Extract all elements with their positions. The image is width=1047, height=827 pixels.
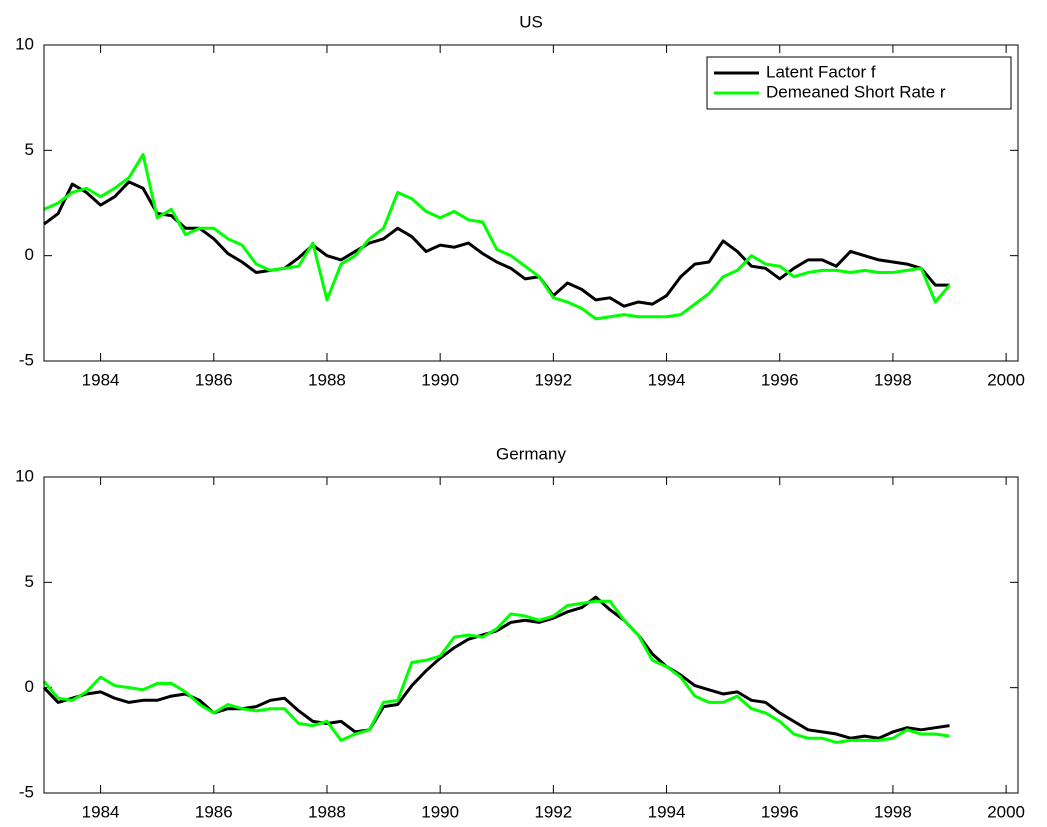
data-line — [42, 595, 950, 740]
y-tick-label: 0 — [25, 677, 34, 696]
x-tick-label: 2000 — [987, 802, 1025, 821]
chart-title: US — [519, 12, 543, 31]
axes-frame — [43, 44, 1019, 362]
x-tick-label: 1986 — [195, 802, 233, 821]
axes-frame — [43, 476, 1019, 794]
x-tick-label: 1990 — [421, 370, 459, 389]
y-tick-label: -5 — [19, 782, 34, 801]
y-tick-label: 0 — [25, 245, 34, 264]
plot-area — [44, 477, 1018, 793]
x-tick-label: 1992 — [534, 802, 572, 821]
x-tick-label: 1994 — [648, 802, 686, 821]
x-tick-label: 1996 — [761, 802, 799, 821]
x-tick-label: 1996 — [761, 370, 799, 389]
y-tick-label: 10 — [15, 466, 34, 485]
x-tick-label: 1986 — [195, 370, 233, 389]
x-tick-label: 1988 — [308, 370, 346, 389]
legend-box — [706, 56, 1012, 110]
x-tick-label: 1990 — [421, 802, 459, 821]
x-tick-label: 1984 — [82, 802, 120, 821]
y-tick-label: -5 — [19, 350, 34, 369]
x-tick-label: 2000 — [987, 370, 1025, 389]
data-line — [43, 153, 951, 321]
x-tick-label: 1984 — [82, 370, 120, 389]
y-tick-label: 5 — [25, 140, 34, 159]
x-tick-label: 1998 — [874, 802, 912, 821]
data-line — [43, 180, 950, 308]
legend-label: Latent Factor f — [766, 62, 876, 81]
y-tick-label: 10 — [15, 34, 34, 53]
x-tick-label: 1998 — [874, 370, 912, 389]
y-tick-label: 5 — [25, 572, 34, 591]
data-line — [42, 599, 950, 744]
x-tick-label: 1988 — [308, 802, 346, 821]
x-tick-label: 1992 — [534, 370, 572, 389]
legend-label: Demeaned Short Rate r — [766, 82, 946, 101]
x-tick-label: 1994 — [648, 370, 686, 389]
chart-title: Germany — [496, 444, 566, 463]
